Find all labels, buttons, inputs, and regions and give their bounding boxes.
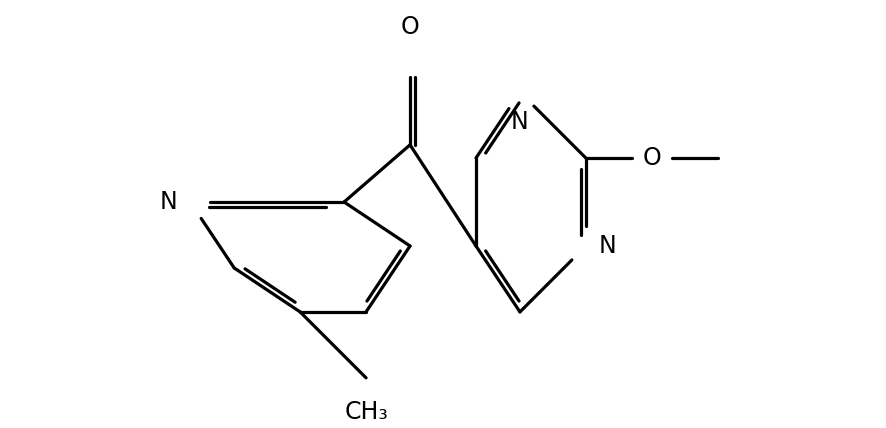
Text: N: N xyxy=(159,190,177,214)
Text: N: N xyxy=(511,110,529,134)
Text: CH₃: CH₃ xyxy=(344,400,388,424)
Text: O: O xyxy=(642,146,661,170)
Text: O: O xyxy=(400,15,419,39)
Text: N: N xyxy=(599,234,617,258)
